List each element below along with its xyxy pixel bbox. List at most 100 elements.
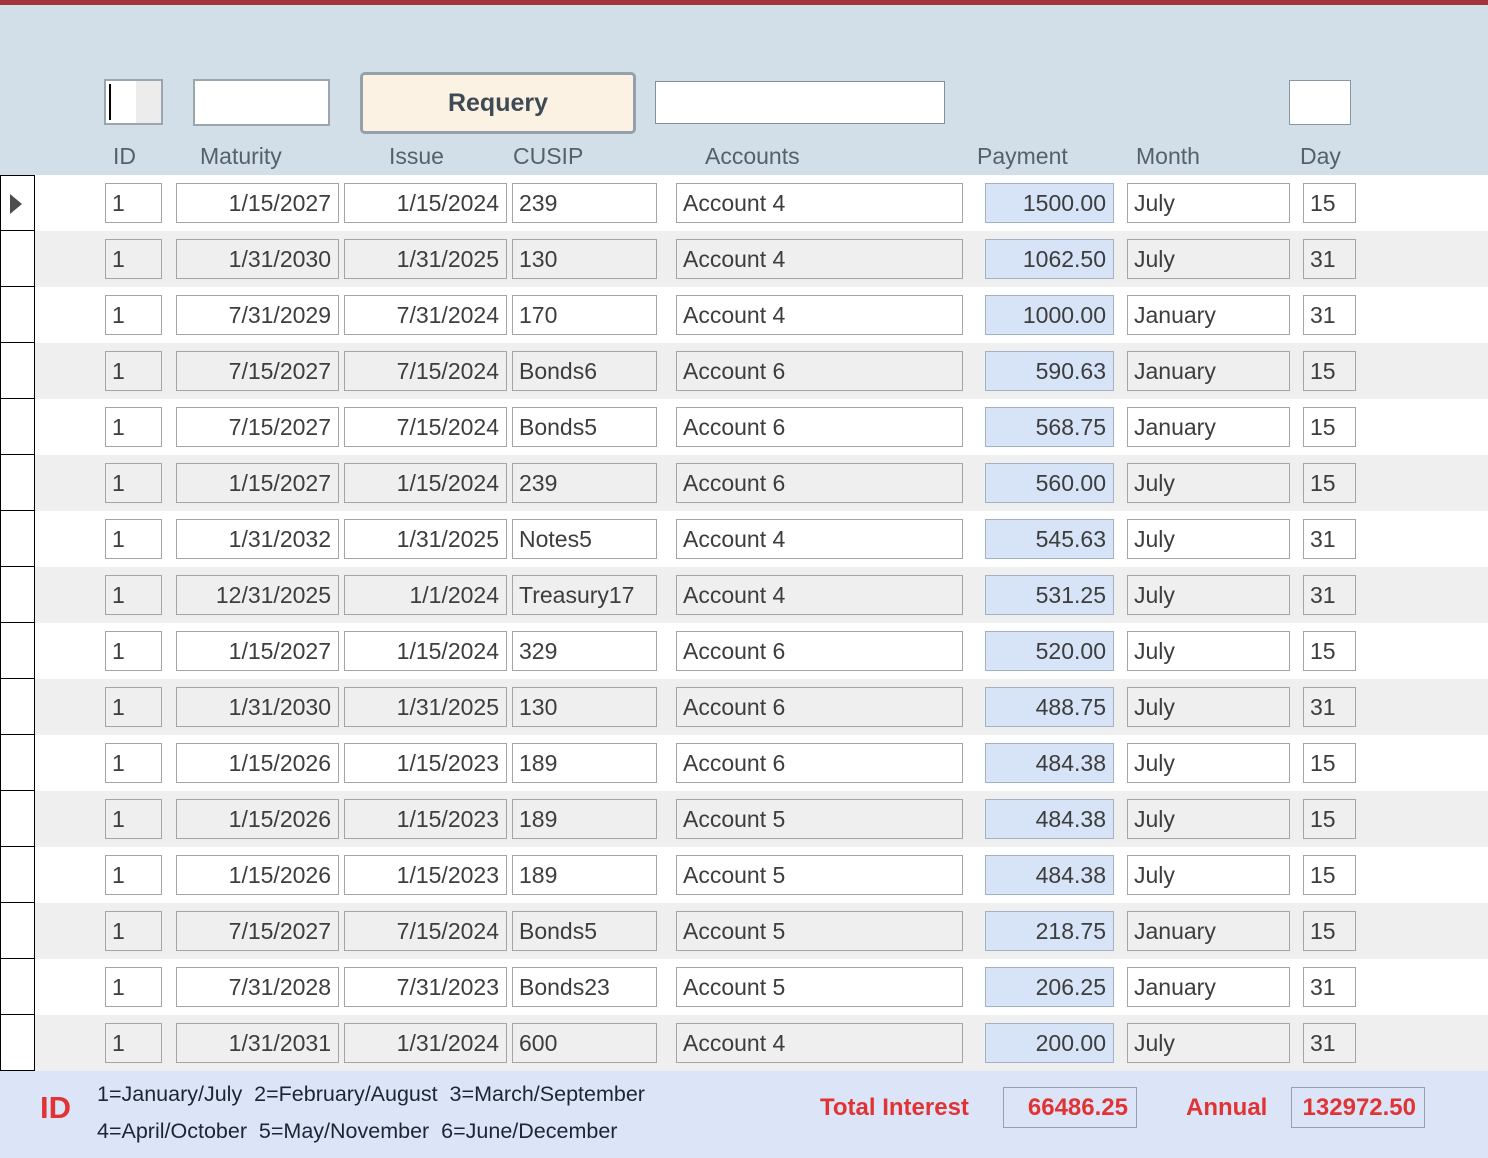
cell-day[interactable]: 31 <box>1303 1023 1356 1063</box>
cell-day[interactable]: 31 <box>1303 239 1356 279</box>
cell-issue[interactable]: 1/31/2025 <box>344 519 507 559</box>
cell-payment[interactable]: 218.75 <box>985 911 1114 951</box>
cell-cusip[interactable]: 130 <box>512 687 657 727</box>
cell-day[interactable]: 31 <box>1303 519 1356 559</box>
cell-cusip[interactable]: 329 <box>512 631 657 671</box>
cell-issue[interactable]: 1/1/2024 <box>344 575 507 615</box>
maturity-filter-input[interactable] <box>193 79 330 126</box>
cell-payment[interactable]: 1062.50 <box>985 239 1114 279</box>
cell-day[interactable]: 31 <box>1303 967 1356 1007</box>
cell-issue[interactable]: 1/15/2024 <box>344 631 507 671</box>
cell-issue[interactable]: 1/15/2023 <box>344 855 507 895</box>
cell-cusip[interactable]: Notes5 <box>512 519 657 559</box>
cell-account[interactable]: Account 6 <box>676 407 963 447</box>
cell-payment[interactable]: 206.25 <box>985 967 1114 1007</box>
cell-maturity[interactable]: 1/31/2030 <box>176 687 339 727</box>
cell-payment[interactable]: 484.38 <box>985 799 1114 839</box>
cell-day[interactable]: 15 <box>1303 351 1356 391</box>
cell-day[interactable]: 31 <box>1303 687 1356 727</box>
cell-cusip[interactable]: Bonds5 <box>512 911 657 951</box>
cell-maturity[interactable]: 7/31/2028 <box>176 967 339 1007</box>
cell-id[interactable]: 1 <box>105 967 162 1007</box>
cell-month[interactable]: January <box>1127 407 1290 447</box>
cell-month[interactable]: January <box>1127 295 1290 335</box>
cell-cusip[interactable]: 170 <box>512 295 657 335</box>
cell-month[interactable]: January <box>1127 967 1290 1007</box>
cell-id[interactable]: 1 <box>105 799 162 839</box>
cell-maturity[interactable]: 1/31/2030 <box>176 239 339 279</box>
cell-cusip[interactable]: 189 <box>512 799 657 839</box>
cell-cusip[interactable]: Bonds23 <box>512 967 657 1007</box>
cell-payment[interactable]: 484.38 <box>985 855 1114 895</box>
cell-issue[interactable]: 1/15/2024 <box>344 463 507 503</box>
cell-day[interactable]: 15 <box>1303 855 1356 895</box>
day-filter-input[interactable] <box>1289 80 1351 125</box>
record-selector[interactable] <box>0 175 35 231</box>
cell-issue[interactable]: 1/31/2024 <box>344 1023 507 1063</box>
cell-id[interactable]: 1 <box>105 351 162 391</box>
cell-account[interactable]: Account 4 <box>676 1023 963 1063</box>
cell-maturity[interactable]: 7/15/2027 <box>176 351 339 391</box>
cell-day[interactable]: 15 <box>1303 183 1356 223</box>
cell-id[interactable]: 1 <box>105 743 162 783</box>
cell-maturity[interactable]: 1/15/2027 <box>176 183 339 223</box>
cell-month[interactable]: July <box>1127 1023 1290 1063</box>
cell-id[interactable]: 1 <box>105 687 162 727</box>
record-selector[interactable] <box>0 343 35 399</box>
cell-id[interactable]: 1 <box>105 575 162 615</box>
cell-account[interactable]: Account 6 <box>676 351 963 391</box>
cell-payment[interactable]: 568.75 <box>985 407 1114 447</box>
record-selector[interactable] <box>0 399 35 455</box>
record-selector[interactable] <box>0 903 35 959</box>
cell-day[interactable]: 15 <box>1303 463 1356 503</box>
cell-account[interactable]: Account 5 <box>676 799 963 839</box>
cell-id[interactable]: 1 <box>105 1023 162 1063</box>
annual-value[interactable]: 132972.50 <box>1291 1087 1425 1128</box>
cell-payment[interactable]: 545.63 <box>985 519 1114 559</box>
accounts-filter-input[interactable] <box>655 81 945 124</box>
cell-issue[interactable]: 1/15/2023 <box>344 743 507 783</box>
cell-maturity[interactable]: 1/15/2026 <box>176 743 339 783</box>
cell-day[interactable]: 31 <box>1303 575 1356 615</box>
cell-cusip[interactable]: 189 <box>512 855 657 895</box>
cell-issue[interactable]: 7/31/2023 <box>344 967 507 1007</box>
cell-cusip[interactable]: 239 <box>512 183 657 223</box>
cell-maturity[interactable]: 1/15/2026 <box>176 799 339 839</box>
record-selector[interactable] <box>0 735 35 791</box>
cell-cusip[interactable]: 600 <box>512 1023 657 1063</box>
cell-id[interactable]: 1 <box>105 855 162 895</box>
cell-id[interactable]: 1 <box>105 463 162 503</box>
cell-month[interactable]: July <box>1127 799 1290 839</box>
cell-maturity[interactable]: 1/15/2027 <box>176 631 339 671</box>
cell-maturity[interactable]: 12/31/2025 <box>176 575 339 615</box>
cell-id[interactable]: 1 <box>105 631 162 671</box>
cell-day[interactable]: 15 <box>1303 631 1356 671</box>
cell-payment[interactable]: 590.63 <box>985 351 1114 391</box>
cell-day[interactable]: 15 <box>1303 799 1356 839</box>
cell-day[interactable]: 15 <box>1303 743 1356 783</box>
cell-cusip[interactable]: Bonds6 <box>512 351 657 391</box>
cell-issue[interactable]: 1/15/2024 <box>344 183 507 223</box>
cell-month[interactable]: July <box>1127 575 1290 615</box>
cell-issue[interactable]: 1/31/2025 <box>344 687 507 727</box>
cell-account[interactable]: Account 5 <box>676 967 963 1007</box>
cell-account[interactable]: Account 4 <box>676 239 963 279</box>
record-selector[interactable] <box>0 847 35 903</box>
total-interest-value[interactable]: 66486.25 <box>1003 1087 1137 1128</box>
cell-id[interactable]: 1 <box>105 519 162 559</box>
cell-issue[interactable]: 7/15/2024 <box>344 407 507 447</box>
cell-day[interactable]: 15 <box>1303 407 1356 447</box>
cell-maturity[interactable]: 1/31/2031 <box>176 1023 339 1063</box>
cell-maturity[interactable]: 1/31/2032 <box>176 519 339 559</box>
requery-button[interactable]: Requery <box>360 72 636 134</box>
record-selector[interactable] <box>0 511 35 567</box>
id-filter-input[interactable] <box>104 79 163 125</box>
cell-month[interactable]: July <box>1127 743 1290 783</box>
cell-day[interactable]: 31 <box>1303 295 1356 335</box>
cell-month[interactable]: July <box>1127 855 1290 895</box>
record-selector[interactable] <box>0 455 35 511</box>
cell-id[interactable]: 1 <box>105 911 162 951</box>
record-selector[interactable] <box>0 959 35 1015</box>
record-selector[interactable] <box>0 567 35 623</box>
cell-payment[interactable]: 560.00 <box>985 463 1114 503</box>
